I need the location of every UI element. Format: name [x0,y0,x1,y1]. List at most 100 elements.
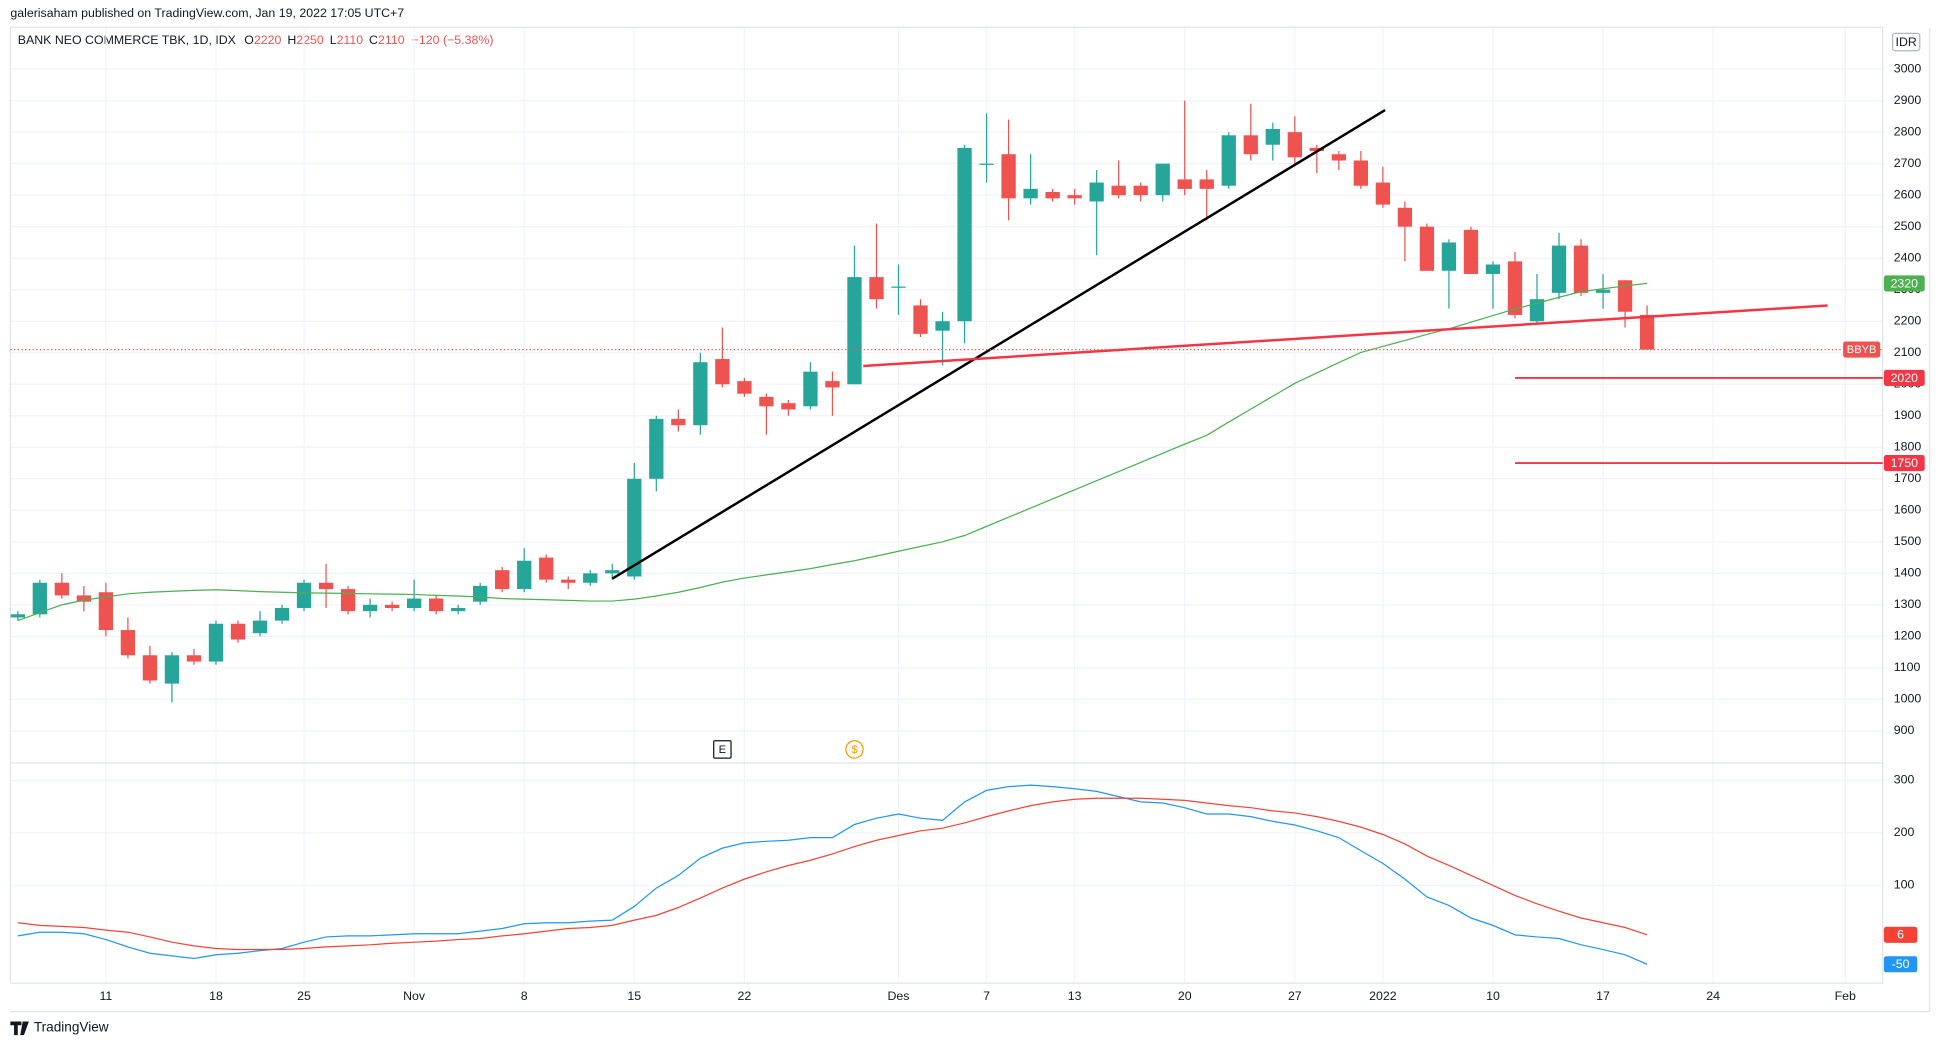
x-tick-label: 13 [1068,989,1082,1003]
indicator-tag [1883,956,1918,973]
symbol-tag [1843,341,1881,358]
candle-body [1639,314,1655,350]
candle-body [1353,160,1369,186]
candle-body [517,560,532,590]
candle-body [1221,135,1236,186]
candle-body [98,592,114,631]
candle-body [1045,192,1060,199]
candle-body [935,321,950,331]
candle-body [230,623,246,640]
y-tick-label: 1300 [1894,597,1922,611]
level-tag [1883,454,1925,472]
y-tick-label: 2600 [1894,187,1922,201]
y-tick-label: 1200 [1894,629,1922,643]
candle-body [1287,132,1302,158]
y-tick-label: 2100 [1894,345,1922,359]
change: −120 (−5.38%) [412,33,494,47]
candle-body [1463,229,1479,274]
y-tick-label: 1700 [1894,471,1922,485]
candle-body [1375,182,1391,205]
symbol-label: BBYB [1847,344,1877,356]
candle-body [627,478,642,577]
candle-body [428,598,444,612]
x-tick-label: 24 [1706,989,1720,1003]
y-tick-label: 100 [1894,878,1915,892]
candle-body [649,418,664,479]
candle-body [186,655,202,662]
y-tick-label: 2200 [1894,313,1922,327]
footer: TradingView [34,1019,109,1034]
x-tick-label: 10 [1486,989,1500,1003]
candle-body [715,359,730,385]
candle-body [803,371,818,407]
x-tick-label: Feb [1835,989,1856,1003]
x-tick-label: 17 [1596,989,1610,1003]
candle-body [1133,185,1148,196]
ohlc-label: L [330,33,337,47]
x-tick-label: 27 [1288,989,1302,1003]
candle-body [1199,179,1214,189]
ma-tag [1883,275,1925,292]
y-tick-label: 1900 [1894,408,1922,422]
candle-body [1089,182,1104,202]
candle-body [54,582,70,596]
candle-body [1155,163,1170,196]
candle-body [1397,207,1413,227]
candle-body [1419,226,1435,271]
event-box [713,740,732,759]
candle-body [781,403,796,410]
candle-body [1067,195,1082,199]
indicator-label: -50 [1892,957,1910,971]
ma-label: 2320 [1891,276,1919,290]
candle-body [1111,185,1126,196]
candle-body [362,604,378,612]
candle-body [1485,264,1501,274]
ohlc-value: 2110 [378,33,405,47]
candle-body [891,286,906,288]
y-tick-label: 1000 [1894,692,1922,706]
candle-body [318,582,334,590]
y-tick-label: 1500 [1894,534,1922,548]
x-tick-label: 15 [627,989,641,1003]
x-tick-label: 11 [99,989,112,1003]
x-tick-label: Des [888,989,910,1003]
candle-body [406,598,422,608]
y-tick-label: 1800 [1894,440,1922,454]
candle-body [671,418,686,426]
candle-body [1595,289,1611,293]
y-tick-label: 900 [1894,723,1915,737]
candle-body [561,579,576,583]
candle-body [1551,245,1567,293]
candle-body [1177,179,1192,189]
candle-body [1617,280,1633,312]
level-label: 2020 [1891,371,1919,385]
candle-body [1441,242,1457,271]
ohlc-label: O [244,33,254,47]
candle-body [1265,128,1280,145]
trend-line [863,304,1828,368]
candle-body [164,655,180,684]
ohlc-label: H [287,33,296,47]
candle-body [340,589,356,612]
currency: IDR [1896,35,1917,49]
candle-body [10,614,25,618]
candle-body [1309,147,1324,152]
y-tick-label: 1400 [1894,566,1922,580]
x-tick-label: 2022 [1369,989,1397,1003]
candle-body [296,582,312,608]
x-tick-label: 18 [209,989,223,1003]
candle-body [759,396,774,407]
y-tick-label: 2800 [1894,124,1922,138]
indicator-label: 6 [1897,928,1904,942]
x-tick-label: 8 [521,989,528,1003]
legend: BANK NEO COMMERCE TBK, 1D, IDX O2220 H22… [18,33,494,47]
candle-body [384,604,400,608]
event-label: $ [851,744,858,756]
y-tick-label: 200 [1894,825,1915,839]
publisher: galerisaham published on TradingView.com… [10,6,404,20]
ohlc-value: 2220 [254,33,282,47]
indicator-tag [1883,926,1918,943]
candle-body [76,595,92,602]
y-tick-label: 300 [1894,773,1915,787]
